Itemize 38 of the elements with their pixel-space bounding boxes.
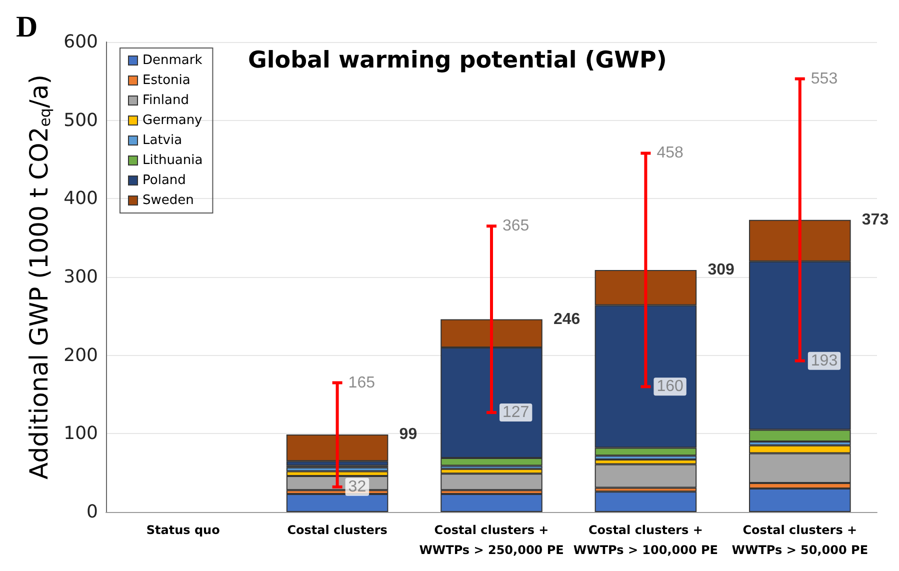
annotation: 458 bbox=[656, 144, 684, 162]
legend-label: Estonia bbox=[142, 73, 190, 88]
x-tick-label: Costal clusters + WWTPs > 50,000 PE bbox=[732, 523, 868, 557]
annotation: 193 bbox=[810, 352, 838, 370]
legend-label: Sweden bbox=[142, 193, 194, 208]
legend-label: Germany bbox=[142, 113, 203, 128]
legend-label: Poland bbox=[142, 173, 186, 188]
x-tick-label: Costal clusters bbox=[287, 523, 388, 537]
legend-label: Lithuania bbox=[142, 153, 203, 168]
annotation: 165 bbox=[348, 374, 376, 392]
annotation: 365 bbox=[502, 218, 530, 235]
x-tick-label: Costal clusters + WWTPs > 100,000 PE bbox=[573, 523, 718, 557]
annotation: 32 bbox=[348, 478, 366, 496]
annotation: 127 bbox=[502, 404, 530, 422]
total-label: 309 bbox=[708, 261, 734, 278]
annotation: 553 bbox=[810, 70, 838, 88]
y-tick-label: 400 bbox=[64, 188, 98, 210]
y-tick-label: 300 bbox=[64, 266, 98, 288]
bar bbox=[286, 494, 388, 512]
annotation: 160 bbox=[656, 378, 684, 396]
y-tick-label: 0 bbox=[86, 502, 98, 522]
total-label: 246 bbox=[554, 310, 580, 328]
legend-label: Denmark bbox=[142, 53, 203, 68]
legend-label: Latvia bbox=[142, 133, 182, 148]
total-label: 99 bbox=[399, 426, 418, 443]
x-tick-label: Costal clusters + WWTPs > 250,000 PE bbox=[419, 523, 564, 557]
legend-label: Finland bbox=[142, 93, 189, 108]
y-axis-title: Additional GWP (1000 t CO2eq/a) bbox=[24, 74, 54, 480]
bar bbox=[440, 494, 542, 512]
y-tick-label: 100 bbox=[64, 423, 98, 444]
y-tick-label: 600 bbox=[64, 32, 98, 52]
y-tick-label: 200 bbox=[64, 344, 98, 366]
bar bbox=[594, 492, 697, 512]
total-label: 373 bbox=[862, 211, 889, 228]
text: D bbox=[16, 10, 38, 44]
y-tick-label: 500 bbox=[64, 110, 98, 131]
chart-title: Global warming potential (GWP) bbox=[248, 48, 667, 74]
x-tick-label: Status quo bbox=[146, 523, 220, 537]
